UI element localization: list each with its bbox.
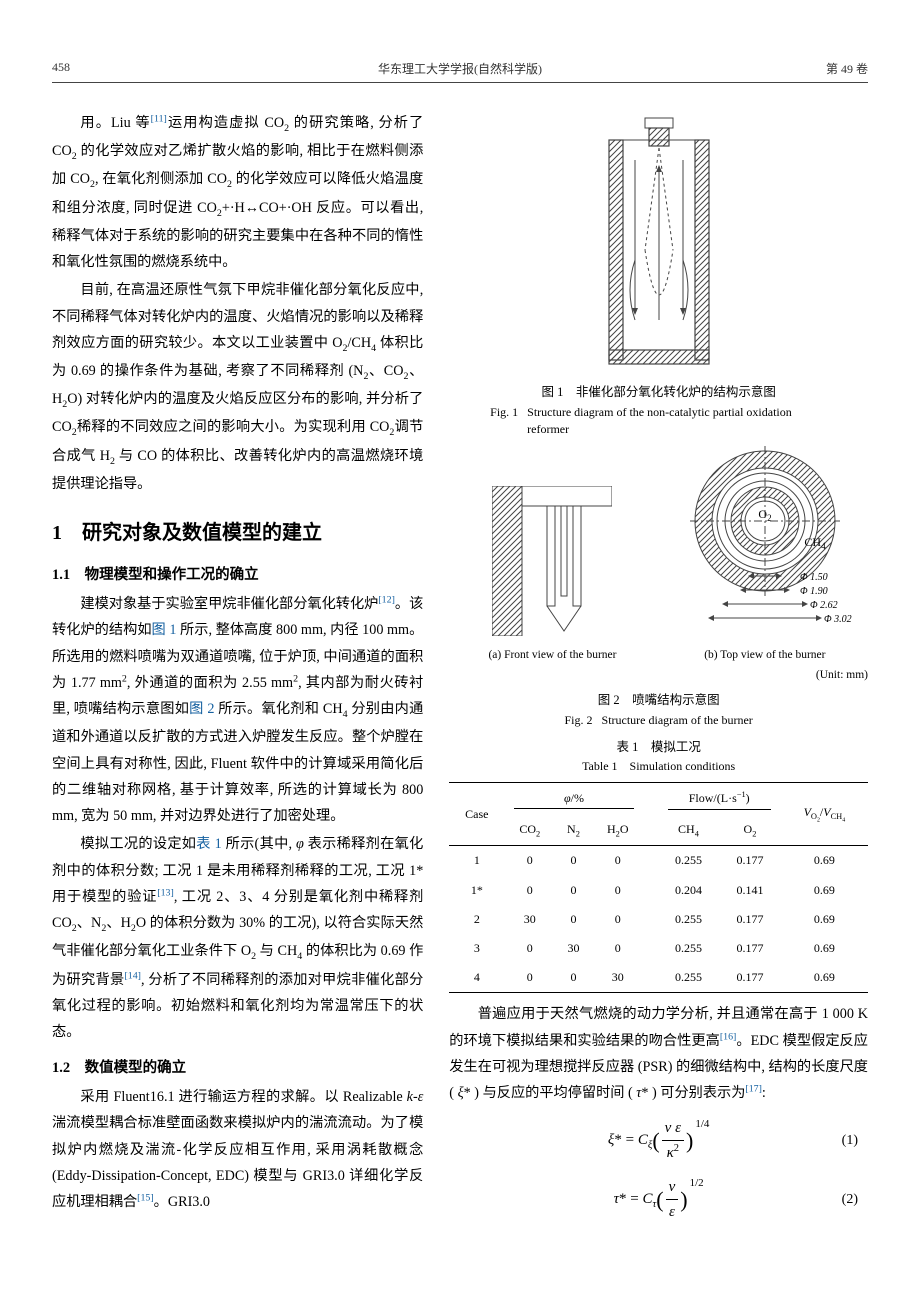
table-row: 400300.2550.1770.69 bbox=[449, 963, 868, 993]
ref-link[interactable]: [14] bbox=[124, 970, 141, 981]
fig2-cap-en-lead: Fig. 2 bbox=[565, 713, 593, 727]
th-o2: O2 bbox=[719, 815, 781, 846]
left-column: 用。Liu 等[11]运用构造虚拟 CO2 的研究策略, 分析了 CO2 的化学… bbox=[52, 110, 423, 1234]
para-3: 建模对象基于实验室甲烷非催化部分氧化转化炉[12]。该转化炉的结构如图 1 所示… bbox=[52, 591, 423, 829]
th-flow-group: Flow/(L·s−1) bbox=[658, 783, 781, 815]
fig1-caption-en: Fig. 1 Structure diagram of the non-cata… bbox=[449, 404, 868, 438]
two-column-body: 用。Liu 等[11]运用构造虚拟 CO2 的研究策略, 分析了 CO2 的化学… bbox=[52, 110, 868, 1234]
figure-2: (a) Front view of the burner bbox=[449, 446, 868, 730]
table-row: 10000.2550.1770.69 bbox=[449, 846, 868, 876]
burner-top-view: O2 CH4 Φ 1.50 Φ 1.90 Φ 2 bbox=[670, 446, 860, 636]
fig-ref[interactable]: 图 1 bbox=[152, 622, 177, 638]
fig2-cap-en-body: Structure diagram of the burner bbox=[602, 713, 753, 727]
table1-caption-en: Table 1 Simulation conditions bbox=[449, 757, 868, 776]
ref-link[interactable]: [17] bbox=[745, 1083, 762, 1094]
eq1-number: (1) bbox=[842, 1130, 858, 1152]
fig2-caption-en: Fig. 2 Structure diagram of the burner bbox=[449, 712, 868, 729]
th-co2: CO2 bbox=[504, 815, 555, 846]
table-row: 303000.2550.1770.69 bbox=[449, 934, 868, 963]
burner-front-view bbox=[492, 486, 612, 636]
ref-link[interactable]: [16] bbox=[720, 1031, 737, 1042]
dim-phi1: Φ 1.50 bbox=[800, 572, 828, 583]
th-case: Case bbox=[449, 783, 504, 846]
th-ch4: CH4 bbox=[658, 815, 720, 846]
fig-ref[interactable]: 图 2 bbox=[189, 701, 214, 717]
table-ref[interactable]: 表 1 bbox=[196, 836, 221, 852]
dim-phi4: Φ 3.02 bbox=[824, 614, 852, 625]
para-2: 目前, 在高温还原性气氛下甲烷非催化部分氧化反应中, 不同稀释气体对转化炉内的温… bbox=[52, 277, 423, 497]
table-row: 1*0000.2040.1410.69 bbox=[449, 876, 868, 905]
fig2b-label: (b) Top view of the burner bbox=[662, 646, 868, 664]
equation-2: τ* = Cτ(νε)1/2 (2) bbox=[449, 1175, 868, 1224]
table-1: Case φ/% Flow/(L·s−1) VO2/VCH4 CO2 N2 H2… bbox=[449, 782, 868, 993]
eq2-number: (2) bbox=[842, 1189, 858, 1211]
fig1-caption-en-body: Structure diagram of the non-catalytic p… bbox=[527, 404, 827, 438]
para-5: 采用 Fluent16.1 进行输运方程的求解。以 Realizable k-ε… bbox=[52, 1084, 423, 1215]
dim-phi3: Φ 2.62 bbox=[810, 600, 838, 611]
figure-1: 图 1 非催化部分氧化转化炉的结构示意图 Fig. 1 Structure di… bbox=[449, 110, 868, 438]
para-1: 用。Liu 等[11]运用构造虚拟 CO2 的研究策略, 分析了 CO2 的化学… bbox=[52, 110, 423, 275]
ref-link[interactable]: [15] bbox=[137, 1192, 154, 1203]
ref-link[interactable]: [12] bbox=[378, 594, 395, 605]
ref-link[interactable]: [13] bbox=[157, 887, 174, 898]
th-phi-group: φ/% bbox=[504, 783, 643, 815]
section-1-1-heading: 1.1 物理模型和操作工况的确立 bbox=[52, 562, 423, 589]
right-column: 图 1 非催化部分氧化转化炉的结构示意图 Fig. 1 Structure di… bbox=[449, 110, 868, 1234]
reformer-diagram bbox=[579, 110, 739, 370]
section-1-2-heading: 1.2 数值模型的确立 bbox=[52, 1055, 423, 1082]
dim-phi2: Φ 1.90 bbox=[800, 586, 828, 597]
header-rule bbox=[52, 82, 868, 83]
para-4: 模拟工况的设定如表 1 所示(其中, φ 表示稀释剂在氧化剂中的体积分数; 工况… bbox=[52, 831, 423, 1045]
fig1-caption-cn: 图 1 非催化部分氧化转化炉的结构示意图 bbox=[449, 382, 868, 402]
fig1-caption-en-lead: Fig. 1 bbox=[490, 405, 518, 419]
table1-caption-cn: 表 1 模拟工况 bbox=[449, 737, 868, 757]
page: 458 华东理工大学学报(自然科学版) 第 49 卷 用。Liu 等[11]运用… bbox=[0, 0, 920, 1302]
th-h2o: H2O bbox=[592, 815, 644, 846]
th-ratio: VO2/VCH4 bbox=[781, 783, 868, 846]
running-header: 458 华东理工大学学报(自然科学版) 第 49 卷 bbox=[0, 60, 920, 77]
equation-1: ξ* = Cξ(ν εκ2)1/4 (1) bbox=[449, 1116, 868, 1165]
para-6: 普遍应用于天然气燃烧的动力学分析, 并且通常在高于 1 000 K 的环境下模拟… bbox=[449, 1001, 868, 1106]
th-n2: N2 bbox=[555, 815, 592, 846]
fig2-caption-cn: 图 2 喷嘴结构示意图 bbox=[449, 690, 868, 710]
fig2a-label: (a) Front view of the burner bbox=[449, 646, 655, 664]
table-row: 230000.2550.1770.69 bbox=[449, 905, 868, 934]
journal-title: 华东理工大学学报(自然科学版) bbox=[0, 60, 920, 77]
section-1-heading: 1 研究对象及数值模型的建立 bbox=[52, 515, 423, 552]
fig2-unit: (Unit: mm) bbox=[449, 666, 868, 684]
ref-link[interactable]: [11] bbox=[151, 113, 167, 124]
